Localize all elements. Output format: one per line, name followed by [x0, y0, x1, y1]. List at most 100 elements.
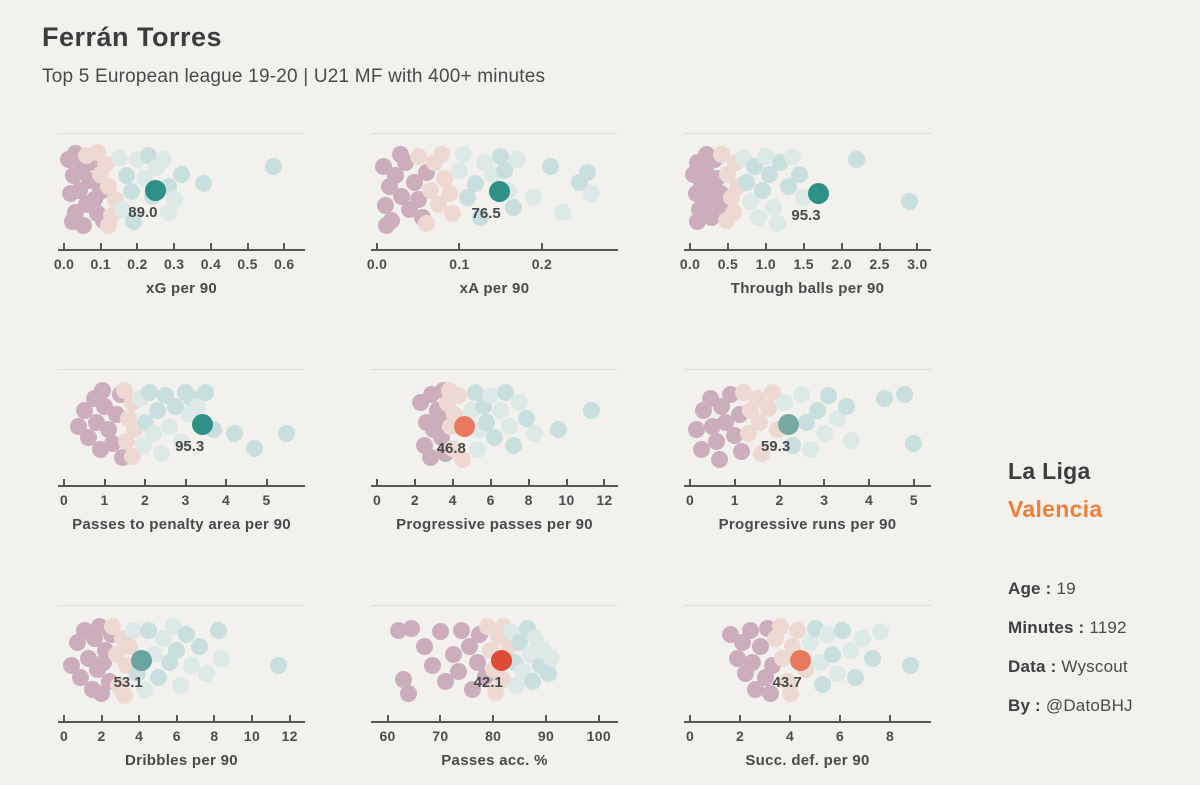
- axis-tick: [489, 479, 492, 485]
- data-point: [453, 450, 471, 468]
- data-point: [177, 625, 195, 643]
- axis-tick: [527, 479, 530, 485]
- axis-tick: [283, 243, 286, 249]
- data-point: [431, 623, 449, 641]
- axis-tick-label: 6: [172, 728, 181, 744]
- data-point: [160, 417, 178, 435]
- data-point: [742, 193, 760, 211]
- player-dot: [453, 415, 475, 437]
- axis-tick-label: 2: [140, 492, 150, 508]
- data-point: [468, 441, 486, 459]
- data-point: [117, 167, 135, 185]
- player-percentile-label: 89.0: [128, 203, 158, 221]
- data-point: [525, 189, 543, 207]
- data-point: [245, 439, 263, 457]
- axis-tick: [386, 715, 389, 721]
- data-point: [391, 145, 409, 163]
- data-point: [96, 156, 114, 174]
- axis-tick-label: 0.5: [237, 256, 258, 272]
- data-point: [463, 681, 481, 699]
- player-dot: [130, 650, 152, 671]
- axis-tick-label: 0.5: [717, 256, 739, 272]
- data-point: [901, 193, 919, 211]
- data-point: [467, 175, 485, 193]
- data-point: [123, 183, 141, 201]
- data-point: [93, 381, 111, 399]
- dot-strip: 59.3: [684, 369, 931, 484]
- data-point: [114, 201, 132, 219]
- data-point: [508, 677, 526, 695]
- axis-tick-label: 70: [432, 728, 449, 744]
- player-percentile-label: 76.5: [471, 205, 501, 222]
- player-info-block: Age : 19 Minutes : 1192 Data : Wyscout B…: [1008, 579, 1193, 716]
- data-point: [717, 413, 735, 431]
- axis-tick: [912, 479, 915, 485]
- axis-tick: [175, 715, 178, 721]
- player-percentile-label: 42.1: [473, 674, 503, 691]
- data-point: [689, 213, 707, 231]
- x-axis: [684, 715, 931, 723]
- info-label: Minutes :: [1008, 618, 1085, 637]
- data-point: [541, 157, 559, 175]
- data-point: [764, 198, 782, 216]
- info-label: By :: [1008, 696, 1041, 715]
- data-point: [278, 425, 296, 443]
- data-point: [148, 401, 166, 419]
- chart-passes-to-penalty-area-per-90: 95.3 0 1 2 3 4 5 Passes to penalty area per 90: [58, 369, 305, 533]
- axis-tick-label: 0.2: [531, 256, 553, 272]
- x-axis: [371, 479, 618, 487]
- data-point: [99, 177, 117, 195]
- data-point: [864, 649, 881, 667]
- axis-tick: [458, 243, 461, 249]
- data-point: [471, 209, 489, 227]
- data-point: [508, 151, 526, 169]
- axis-tick-label: 0.0: [53, 256, 75, 272]
- data-point: [436, 169, 454, 187]
- data-point: [494, 670, 512, 688]
- axis-title: xG per 90: [145, 280, 218, 297]
- data-point: [104, 434, 122, 452]
- data-point: [444, 205, 462, 223]
- axis-tick: [603, 479, 606, 485]
- player-percentile-label: 59.3: [760, 438, 791, 455]
- axis-tick: [823, 479, 826, 485]
- data-point: [525, 425, 543, 443]
- data-point: [491, 401, 509, 419]
- data-point: [402, 620, 420, 638]
- x-axis: [684, 243, 931, 251]
- data-point: [789, 621, 806, 639]
- data-point: [905, 434, 923, 452]
- axis-tick: [63, 243, 65, 249]
- player-dot: [488, 181, 510, 202]
- axis-tick-label: 4: [135, 728, 144, 744]
- data-point: [829, 665, 846, 683]
- data-point: [496, 161, 514, 179]
- data-point: [791, 165, 809, 183]
- data-point: [784, 437, 802, 455]
- axis-tick: [451, 479, 454, 485]
- chart-xg-per-90: 89.0 0.0 0.1 0.2 0.3 0.4 0.5 0.6 xG per 90: [54, 133, 305, 297]
- data-point: [725, 203, 743, 221]
- data-point: [378, 217, 396, 235]
- data-point: [421, 449, 439, 467]
- data-point: [110, 149, 128, 167]
- axis-tick-label: 80: [485, 728, 502, 744]
- player-dot: [490, 650, 512, 671]
- dot-strip: 43.7: [684, 605, 931, 720]
- player-percentile-label: 95.3: [175, 438, 205, 455]
- axis-tick: [265, 479, 268, 485]
- axis-tick: [916, 243, 919, 249]
- data-point: [554, 203, 572, 221]
- axis-tick: [739, 715, 741, 721]
- data-point: [735, 384, 753, 402]
- data-point: [136, 681, 154, 699]
- data-point: [123, 447, 141, 465]
- player-percentile-label: 95.3: [791, 207, 821, 225]
- data-point: [819, 625, 836, 643]
- data-point: [708, 433, 726, 451]
- data-point: [432, 145, 450, 163]
- axis-tick: [492, 715, 495, 721]
- data-point: [732, 442, 750, 460]
- data-point: [793, 385, 811, 403]
- data-point: [75, 401, 93, 419]
